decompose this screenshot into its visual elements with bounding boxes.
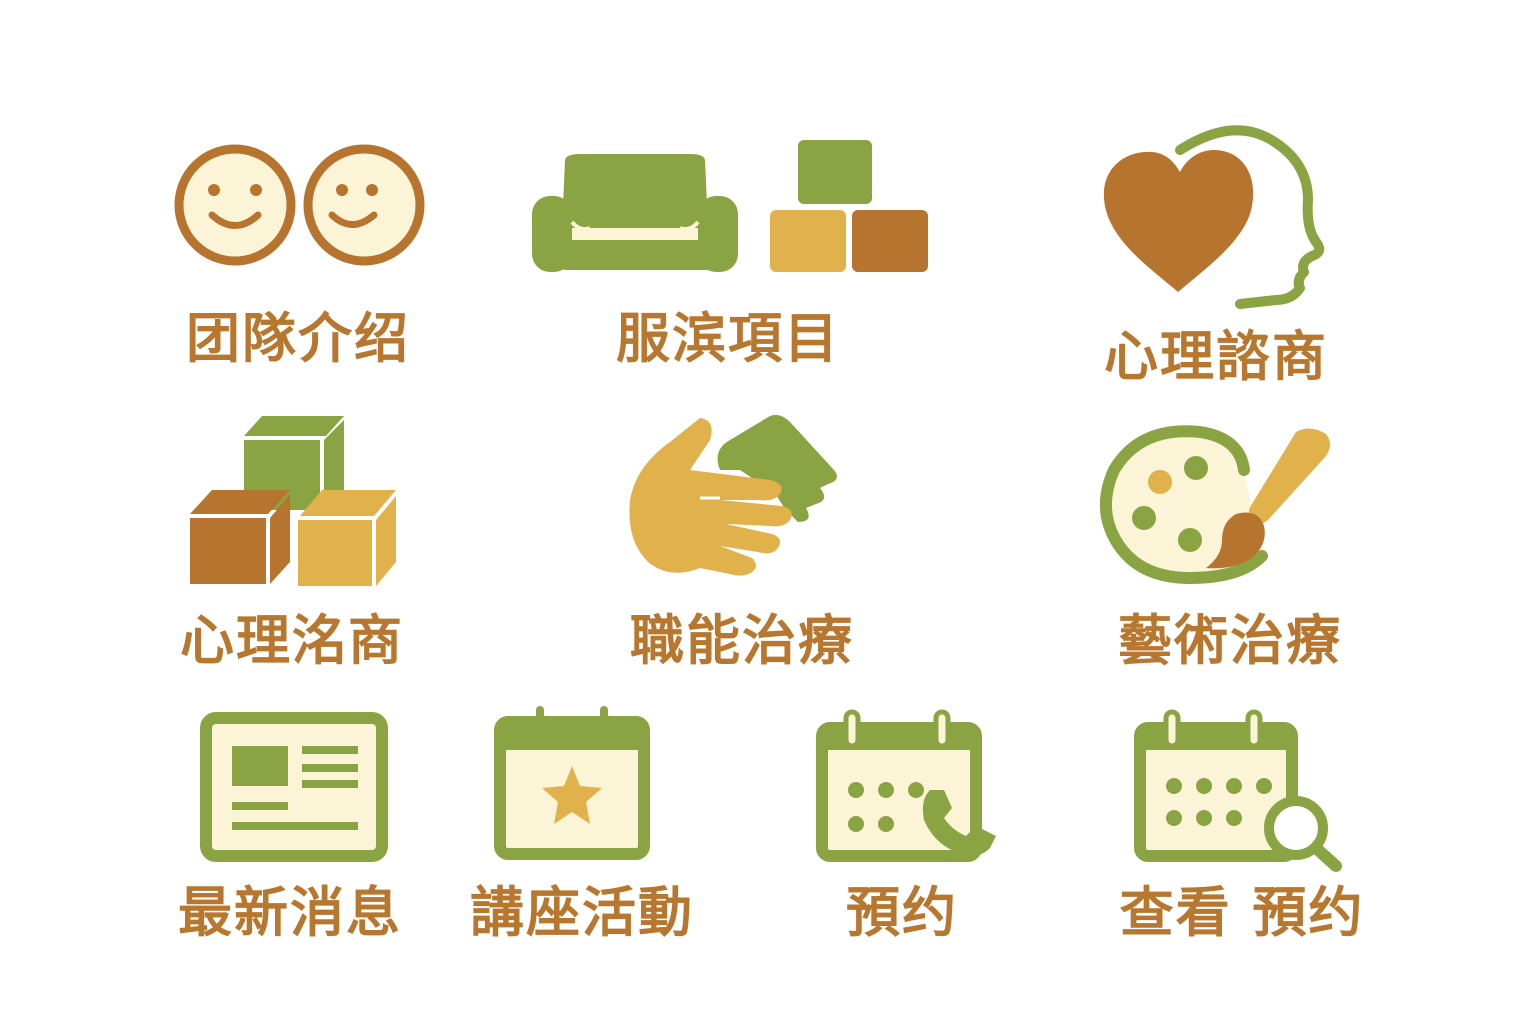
tile-label: 講座活動 <box>470 881 694 944</box>
tile-label: 藝術治療 <box>1118 609 1342 672</box>
tile-label: 職能治療 <box>630 609 854 672</box>
tile-label: 預约 <box>846 881 958 944</box>
tile-label: 最新消息 <box>178 881 402 944</box>
tile-label: 查看 預约 <box>1119 881 1365 944</box>
tile-label: 心理洺商 <box>180 609 404 672</box>
tile-label: 心理諮商 <box>1104 325 1328 388</box>
tile-label: 团隊介绍 <box>186 307 410 370</box>
tile-label: 服滨項目 <box>616 307 840 370</box>
